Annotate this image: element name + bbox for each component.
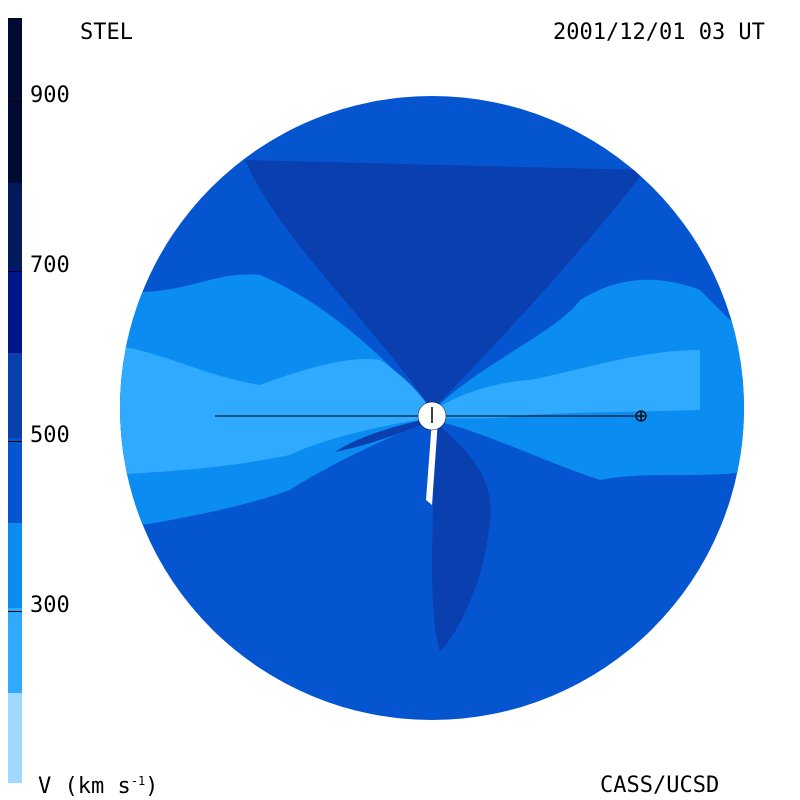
colorbar-tick-500 [8, 441, 22, 442]
data-gap-wedge [426, 420, 438, 505]
colorbar-tick-700 [8, 271, 22, 272]
colorbar-level-6 [8, 608, 22, 693]
earth-marker [635, 410, 647, 422]
velocity-colorbar [8, 18, 22, 783]
source-label: STEL [80, 20, 133, 45]
north-fast-wind-lobe [245, 160, 645, 410]
credit-label: CASS/UCSD [600, 773, 720, 798]
slow-wind-core [120, 345, 700, 475]
colorbar-level-0 [8, 18, 22, 183]
colorbar-level-4 [8, 438, 22, 523]
southwest-fast-stream [335, 418, 432, 452]
timestamp-label: 2001/12/01 03 UT [553, 20, 765, 45]
colorbar-tick-label: 700 [30, 253, 70, 278]
unit-label: V (km s-1) [38, 774, 159, 799]
colorbar-level-5 [8, 523, 22, 608]
colorbar-level-2 [8, 268, 22, 353]
colorbar-tick-300 [8, 611, 22, 612]
colorbar-level-3 [8, 353, 22, 438]
colorbar-level-7 [8, 693, 22, 783]
colorbar-tick-label: 300 [30, 593, 70, 618]
colorbar-tick-900 [8, 101, 22, 102]
south-fast-stream [432, 420, 491, 652]
colorbar-level-1 [8, 183, 22, 268]
colorbar-tick-label: 900 [30, 83, 70, 108]
colorbar-tick-label: 500 [30, 423, 70, 448]
equatorial-band [120, 274, 744, 530]
